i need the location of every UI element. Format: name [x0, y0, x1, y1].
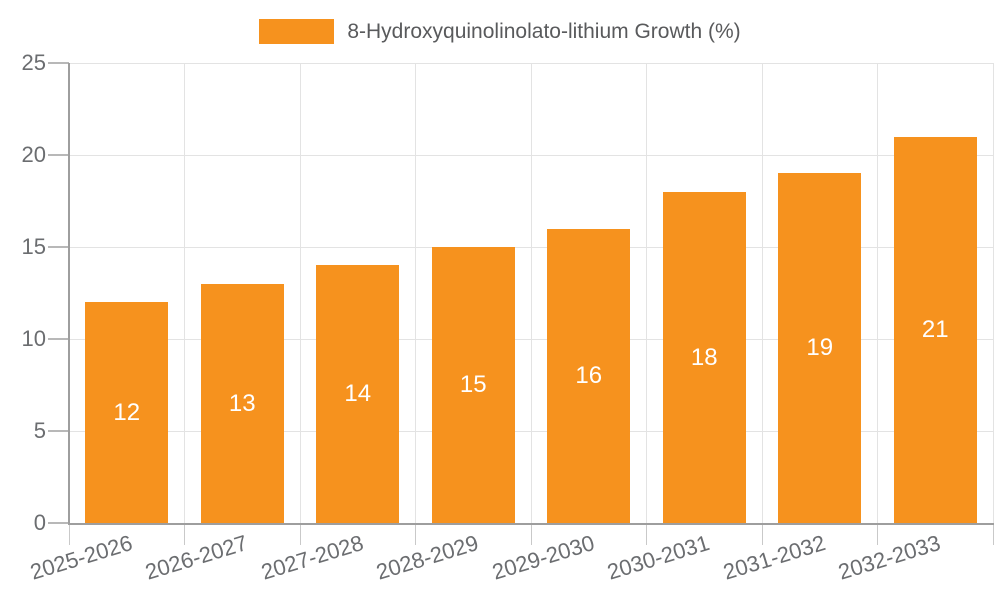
bar-value-label: 14	[344, 380, 372, 407]
legend-series-label: 8-Hydroxyquinolinolato-lithium Growth (%…	[347, 19, 741, 43]
v-gridline	[530, 63, 532, 523]
v-gridline	[415, 63, 416, 523]
v-gridline	[184, 63, 185, 523]
y-tick-label: 15	[21, 234, 46, 259]
x-tick-label: 2027-2028	[257, 530, 366, 585]
bar-value-label: 15	[459, 371, 487, 398]
v-gridline	[646, 63, 647, 523]
x-tick-label: 2032-2033	[835, 530, 944, 585]
x-axis-tick	[877, 525, 878, 545]
y-tick-label: 20	[21, 142, 46, 167]
v-gridline	[992, 63, 994, 523]
legend-item[interactable]: 8-Hydroxyquinolinolato-lithium Growth (%…	[259, 19, 741, 44]
x-axis-tick	[992, 525, 994, 545]
bar-value-label: 12	[113, 398, 141, 426]
bar: 21	[893, 137, 977, 523]
legend-swatch-icon	[259, 19, 335, 44]
x-tick-label: 2025-2026	[26, 530, 135, 585]
x-axis-tick	[415, 525, 416, 545]
x-axis-line	[68, 523, 994, 525]
chart-legend: 8-Hydroxyquinolinolato-lithium Growth (%…	[0, 19, 1000, 44]
v-gridline	[877, 63, 878, 523]
bar: 13	[200, 284, 284, 523]
y-tick-label: 10	[21, 326, 46, 351]
x-axis-tick	[761, 525, 763, 545]
bar: 18	[662, 192, 746, 523]
bar: 15	[431, 247, 515, 523]
y-tick-label: 5	[33, 418, 46, 443]
bar: 19	[778, 173, 862, 523]
y-tick-label: 0	[33, 510, 46, 535]
bar-value-label: 21	[921, 316, 949, 343]
y-axis-tick	[48, 338, 69, 340]
y-axis-tick	[48, 522, 69, 524]
bar: 16	[547, 229, 631, 523]
y-axis-tick	[48, 62, 69, 64]
bar: 14	[316, 265, 400, 523]
x-axis-tick	[299, 525, 301, 545]
bar-value-label: 16	[575, 362, 603, 389]
v-gridline	[761, 63, 763, 523]
x-tick-label: 2029-2030	[488, 530, 597, 585]
x-tick-label: 2031-2032	[719, 530, 828, 585]
v-gridline	[299, 63, 301, 523]
x-tick-label: 2030-2031	[604, 530, 713, 585]
bar-value-label: 18	[690, 343, 718, 371]
x-tick-label: 2028-2029	[373, 530, 482, 585]
y-axis-line	[68, 63, 70, 525]
x-axis-tick	[184, 525, 185, 545]
bar-value-label: 13	[228, 389, 256, 417]
x-axis-tick	[646, 525, 647, 545]
x-tick-label: 2026-2027	[142, 530, 251, 585]
y-axis-tick	[48, 430, 69, 432]
y-axis-tick	[48, 246, 69, 248]
bar-value-label: 19	[806, 334, 834, 361]
y-axis-tick	[48, 154, 69, 156]
bar: 12	[85, 302, 169, 523]
y-tick-label: 25	[21, 50, 46, 75]
x-axis-tick	[68, 525, 70, 545]
x-axis-tick	[530, 525, 532, 545]
